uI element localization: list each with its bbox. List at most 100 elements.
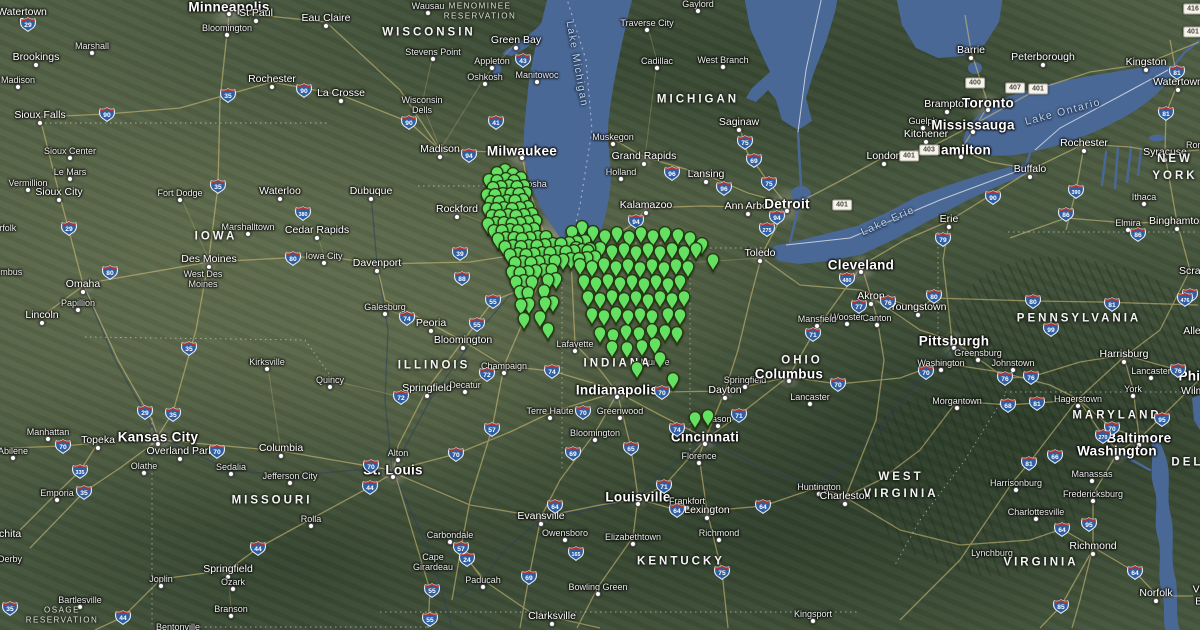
map-pin[interactable] (609, 306, 623, 326)
map-pin[interactable] (581, 290, 595, 310)
map-pin[interactable] (630, 361, 644, 381)
map-pin[interactable] (593, 292, 607, 312)
city-dot (269, 84, 275, 90)
city-label: Dayton (708, 384, 742, 397)
city-label: Madison (0, 74, 36, 85)
map-pin[interactable] (634, 226, 648, 246)
map-pin[interactable] (681, 260, 695, 280)
map-pin[interactable] (597, 257, 611, 277)
map-pin[interactable] (601, 273, 615, 293)
map-pin[interactable] (533, 310, 547, 330)
map-pin[interactable] (701, 409, 715, 429)
map-pin[interactable] (633, 261, 647, 281)
map-pin[interactable] (521, 286, 535, 306)
map-pin[interactable] (606, 328, 620, 348)
map-pin[interactable] (629, 245, 643, 265)
map-pin[interactable] (646, 229, 660, 249)
map-pin[interactable] (689, 242, 703, 262)
map-pin[interactable] (625, 274, 639, 294)
map-pin[interactable] (577, 274, 591, 294)
map-pin[interactable] (673, 274, 687, 294)
map-pin[interactable] (677, 290, 691, 310)
map-pin[interactable] (657, 261, 671, 281)
map-pin[interactable] (573, 258, 587, 278)
map-pin[interactable] (517, 312, 531, 332)
city-dot (1090, 551, 1096, 557)
map-pin[interactable] (585, 307, 599, 327)
city-label: Virginia Beach (1192, 583, 1200, 607)
svg-text:81: 81 (1162, 111, 1170, 118)
map-pin[interactable] (665, 242, 679, 262)
map-pin[interactable] (621, 309, 635, 329)
map-pin[interactable] (653, 351, 667, 371)
interstate-shield: 39 (451, 245, 469, 262)
interstate-shield: 55 (421, 611, 439, 628)
map-pin[interactable] (637, 277, 651, 297)
map-pin[interactable] (645, 258, 659, 278)
city-label: West Branch (697, 54, 749, 65)
city-dot (938, 367, 944, 373)
map-pin[interactable] (541, 273, 555, 293)
map-pin[interactable] (632, 326, 646, 346)
lake-simcoe (968, 62, 982, 74)
map-pin[interactable] (525, 275, 539, 295)
map-pin[interactable] (683, 231, 697, 251)
map-pin[interactable] (677, 245, 691, 265)
map-pin[interactable] (605, 244, 619, 264)
map-pin[interactable] (514, 298, 528, 318)
map-pin[interactable] (688, 411, 702, 431)
map-pin[interactable] (649, 274, 663, 294)
map-pin[interactable] (648, 337, 662, 357)
map-pin[interactable] (619, 324, 633, 344)
map-pin[interactable] (609, 260, 623, 280)
map-pin[interactable] (613, 276, 627, 296)
city-dot (630, 541, 636, 547)
map-pin[interactable] (610, 226, 624, 246)
map-pin[interactable] (658, 226, 672, 246)
map-pin[interactable] (635, 339, 649, 359)
map-pin[interactable] (706, 253, 720, 273)
map-pin[interactable] (617, 292, 631, 312)
map-pin[interactable] (673, 308, 687, 328)
city-label: Fort Dodge (157, 187, 203, 198)
map-pin[interactable] (666, 372, 680, 392)
map-pin[interactable] (645, 309, 659, 329)
map-pin[interactable] (661, 307, 675, 327)
map-pin[interactable] (641, 293, 655, 313)
map-pin[interactable] (629, 290, 643, 310)
map-pin[interactable] (665, 292, 679, 312)
map-pin[interactable] (589, 276, 603, 296)
map-pin[interactable] (633, 307, 647, 327)
map-pin[interactable] (597, 309, 611, 329)
svg-text:480: 480 (843, 278, 852, 284)
map-pin[interactable] (585, 260, 599, 280)
city-dot (228, 471, 234, 477)
map-pin[interactable] (669, 258, 683, 278)
map-pin[interactable] (538, 296, 552, 316)
map-pin[interactable] (658, 324, 672, 344)
map-pin[interactable] (605, 340, 619, 360)
map-pin[interactable] (620, 341, 634, 361)
city-label: Watertown (0, 6, 47, 19)
map-pin[interactable] (670, 326, 684, 346)
map-pin[interactable] (661, 277, 675, 297)
map-pin[interactable] (541, 322, 555, 342)
map-pin[interactable] (653, 245, 667, 265)
map-pin[interactable] (622, 230, 636, 250)
map-pin[interactable] (598, 229, 612, 249)
map-pin[interactable] (641, 242, 655, 262)
map-pin[interactable] (645, 323, 659, 343)
interstate-shield: 35 (164, 406, 182, 423)
map-pin[interactable] (671, 228, 685, 248)
map-pin[interactable] (537, 284, 551, 304)
map-pin[interactable] (617, 242, 631, 262)
map-pin[interactable] (621, 258, 635, 278)
city-dot (1114, 455, 1120, 461)
map-pin[interactable] (605, 289, 619, 309)
city-dot (1174, 226, 1180, 232)
map-pin[interactable] (653, 290, 667, 310)
city-label: London (866, 150, 902, 163)
map-pin[interactable] (593, 326, 607, 346)
city-dot (696, 460, 702, 466)
